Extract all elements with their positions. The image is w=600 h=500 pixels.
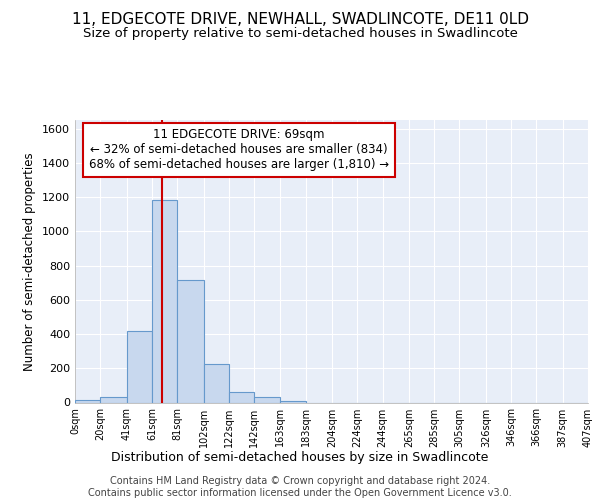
Text: Distribution of semi-detached houses by size in Swadlincote: Distribution of semi-detached houses by … (112, 451, 488, 464)
Bar (75, 400, 100, 402)
Text: Contains public sector information licensed under the Open Government Licence v3: Contains public sector information licen… (88, 488, 512, 498)
Text: Contains HM Land Registry data © Crown copyright and database right 2024.: Contains HM Land Registry data © Crown c… (110, 476, 490, 486)
Bar (280, 401, 305, 402)
Y-axis label: Number of semi-detached properties: Number of semi-detached properties (23, 152, 37, 370)
Text: 11 EDGECOTE DRIVE: 69sqm
← 32% of semi-detached houses are smaller (834)
68% of : 11 EDGECOTE DRIVE: 69sqm ← 32% of semi-d… (89, 128, 389, 172)
Text: 11, EDGECOTE DRIVE, NEWHALL, SWADLINCOTE, DE11 0LD: 11, EDGECOTE DRIVE, NEWHALL, SWADLINCOTE… (71, 12, 529, 28)
Bar (254, 398, 280, 402)
Bar (177, 280, 203, 402)
Bar (229, 392, 254, 402)
Bar (152, 200, 177, 402)
Bar (100, 398, 127, 402)
Bar (127, 330, 152, 402)
Bar (203, 364, 229, 403)
Text: Size of property relative to semi-detached houses in Swadlincote: Size of property relative to semi-detach… (83, 28, 517, 40)
